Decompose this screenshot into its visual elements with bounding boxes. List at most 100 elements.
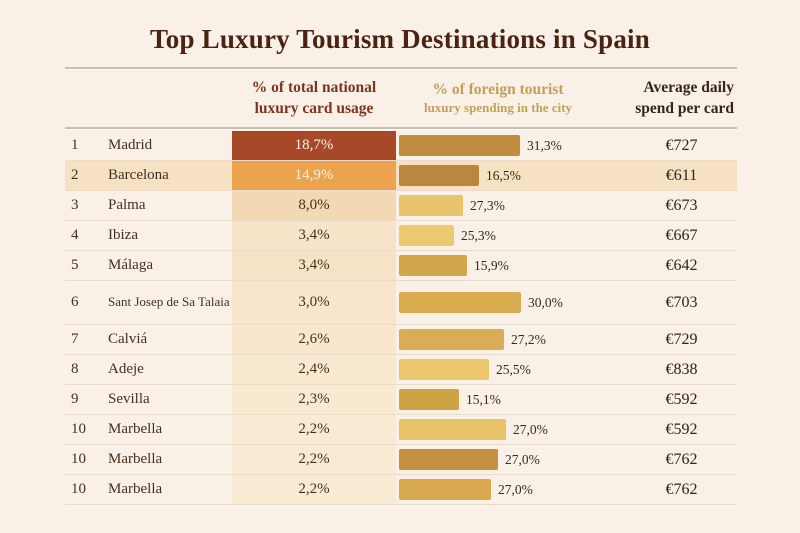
rank-cell: 9 bbox=[71, 391, 79, 407]
foreign-spending-cell: 16,5% bbox=[396, 165, 600, 186]
header-foreign-line2: luxury spending in the city bbox=[423, 100, 573, 116]
foreign-bar bbox=[399, 225, 454, 246]
foreign-bar bbox=[399, 419, 506, 440]
spend-cell: €762 bbox=[665, 480, 698, 498]
table-header-spend: Average daily spend per card bbox=[600, 78, 737, 118]
spend-cell: €667 bbox=[665, 226, 698, 244]
usage-heatmap-cell: 2,2% bbox=[232, 415, 396, 444]
usage-heatmap-cell: 2,3% bbox=[232, 385, 396, 414]
city-cell: Málaga bbox=[108, 257, 153, 273]
table-row: 4 Ibiza 3,4% 25,3% €667 bbox=[65, 221, 737, 251]
table-row: 10 Marbella 2,2% 27,0% €762 bbox=[65, 475, 737, 505]
foreign-bar-label: 30,0% bbox=[528, 294, 563, 310]
foreign-bar-label: 16,5% bbox=[486, 167, 521, 183]
foreign-spending-cell: 25,5% bbox=[396, 359, 600, 380]
usage-heatmap-cell: 3,0% bbox=[232, 281, 396, 324]
rank-cell: 3 bbox=[71, 197, 79, 213]
foreign-bar-label: 31,3% bbox=[527, 137, 562, 153]
foreign-bar bbox=[399, 165, 479, 186]
foreign-spending-cell: 25,3% bbox=[396, 225, 600, 246]
city-cell: Barcelona bbox=[108, 167, 169, 183]
header-spend-line1: Average daily bbox=[643, 79, 734, 97]
city-cell: Sevilla bbox=[108, 391, 150, 407]
foreign-bar-label: 27,3% bbox=[470, 197, 505, 213]
foreign-bar bbox=[399, 292, 521, 313]
foreign-bar bbox=[399, 255, 467, 276]
foreign-bar-label: 25,3% bbox=[461, 227, 496, 243]
rank-cell: 5 bbox=[71, 257, 79, 273]
table-row: 3 Palma 8,0% 27,3% €673 bbox=[65, 191, 737, 221]
page-title: Top Luxury Tourism Destinations in Spain bbox=[150, 24, 650, 54]
usage-heatmap-cell: 2,2% bbox=[232, 475, 396, 504]
foreign-bar bbox=[399, 449, 498, 470]
foreign-spending-cell: 31,3% bbox=[396, 135, 600, 156]
foreign-spending-cell: 27,0% bbox=[396, 419, 600, 440]
foreign-spending-cell: 27,0% bbox=[396, 479, 600, 500]
table-row: 7 Calviá 2,6% 27,2% €729 bbox=[65, 325, 737, 355]
spend-cell: €611 bbox=[665, 166, 698, 184]
table-row: 1 Madrid 18,7% 31,3% €727 bbox=[65, 131, 737, 161]
spend-cell: €729 bbox=[665, 330, 698, 348]
foreign-bar-label: 27,2% bbox=[511, 331, 546, 347]
foreign-spending-cell: 27,3% bbox=[396, 195, 600, 216]
rank-cell: 4 bbox=[71, 227, 79, 243]
table-row: 2 Barcelona 14,9% 16,5% €611 bbox=[65, 161, 737, 191]
table-row: 6 Sant Josep de Sa Talaia 3,0% 30,0% €70… bbox=[65, 281, 737, 325]
rank-cell: 6 bbox=[71, 294, 79, 310]
table-body: 1 Madrid 18,7% 31,3% €727 2 Barcelona 14… bbox=[0, 131, 800, 505]
spend-cell: €592 bbox=[665, 390, 698, 408]
rank-cell: 7 bbox=[71, 331, 79, 347]
rank-cell: 10 bbox=[71, 451, 86, 467]
usage-heatmap-cell: 18,7% bbox=[232, 131, 396, 160]
foreign-bar bbox=[399, 479, 491, 500]
table-row: 10 Marbella 2,2% 27,0% €592 bbox=[65, 415, 737, 445]
table-row: 8 Adeje 2,4% 25,5% €838 bbox=[65, 355, 737, 385]
foreign-bar bbox=[399, 389, 459, 410]
usage-heatmap-cell: 8,0% bbox=[232, 191, 396, 220]
spend-cell: €727 bbox=[665, 136, 698, 154]
city-cell: Marbella bbox=[108, 481, 163, 497]
spend-cell: €762 bbox=[665, 450, 698, 468]
header-spend-line2: spend per card bbox=[635, 99, 734, 117]
header-divider-top bbox=[65, 67, 737, 70]
header-usage-line1: % of total national bbox=[251, 79, 377, 97]
usage-heatmap-cell: 3,4% bbox=[232, 221, 396, 250]
foreign-bar bbox=[399, 135, 520, 156]
foreign-bar-label: 27,0% bbox=[505, 451, 540, 467]
rank-cell: 10 bbox=[71, 481, 86, 497]
foreign-bar bbox=[399, 329, 504, 350]
foreign-bar-label: 27,0% bbox=[513, 421, 548, 437]
foreign-bar-label: 25,5% bbox=[496, 361, 531, 377]
usage-heatmap-cell: 2,6% bbox=[232, 325, 396, 354]
table-header: % of total national luxury card usage % … bbox=[65, 70, 737, 127]
foreign-bar-label: 15,9% bbox=[474, 257, 509, 273]
spend-cell: €592 bbox=[665, 420, 698, 438]
rank-cell: 10 bbox=[71, 421, 86, 437]
foreign-spending-cell: 30,0% bbox=[396, 292, 600, 313]
city-cell: Adeje bbox=[108, 361, 144, 377]
city-cell: Ibiza bbox=[108, 227, 138, 243]
header-usage-line2: luxury card usage bbox=[254, 99, 374, 117]
usage-heatmap-cell: 14,9% bbox=[232, 161, 396, 190]
usage-heatmap-cell: 2,2% bbox=[232, 445, 396, 474]
spend-cell: €838 bbox=[665, 360, 698, 378]
foreign-spending-cell: 15,9% bbox=[396, 255, 600, 276]
city-cell: Marbella bbox=[108, 451, 163, 467]
usage-heatmap-cell: 2,4% bbox=[232, 355, 396, 384]
city-cell: Palma bbox=[108, 197, 146, 213]
table-row: 10 Marbella 2,2% 27,0% €762 bbox=[65, 445, 737, 475]
city-cell: Calviá bbox=[108, 331, 148, 347]
foreign-bar-label: 27,0% bbox=[498, 481, 533, 497]
usage-heatmap-cell: 3,4% bbox=[232, 251, 396, 280]
city-cell: Sant Josep de Sa Talaia bbox=[108, 294, 230, 310]
foreign-bar bbox=[399, 359, 489, 380]
city-cell: Marbella bbox=[108, 421, 163, 437]
foreign-bar bbox=[399, 195, 463, 216]
header-divider-bottom bbox=[65, 127, 737, 130]
table-row: 5 Málaga 3,4% 15,9% €642 bbox=[65, 251, 737, 281]
spend-cell: €703 bbox=[665, 293, 698, 311]
rank-cell: 2 bbox=[71, 167, 79, 183]
foreign-spending-cell: 15,1% bbox=[396, 389, 600, 410]
foreign-bar-label: 15,1% bbox=[466, 391, 501, 407]
